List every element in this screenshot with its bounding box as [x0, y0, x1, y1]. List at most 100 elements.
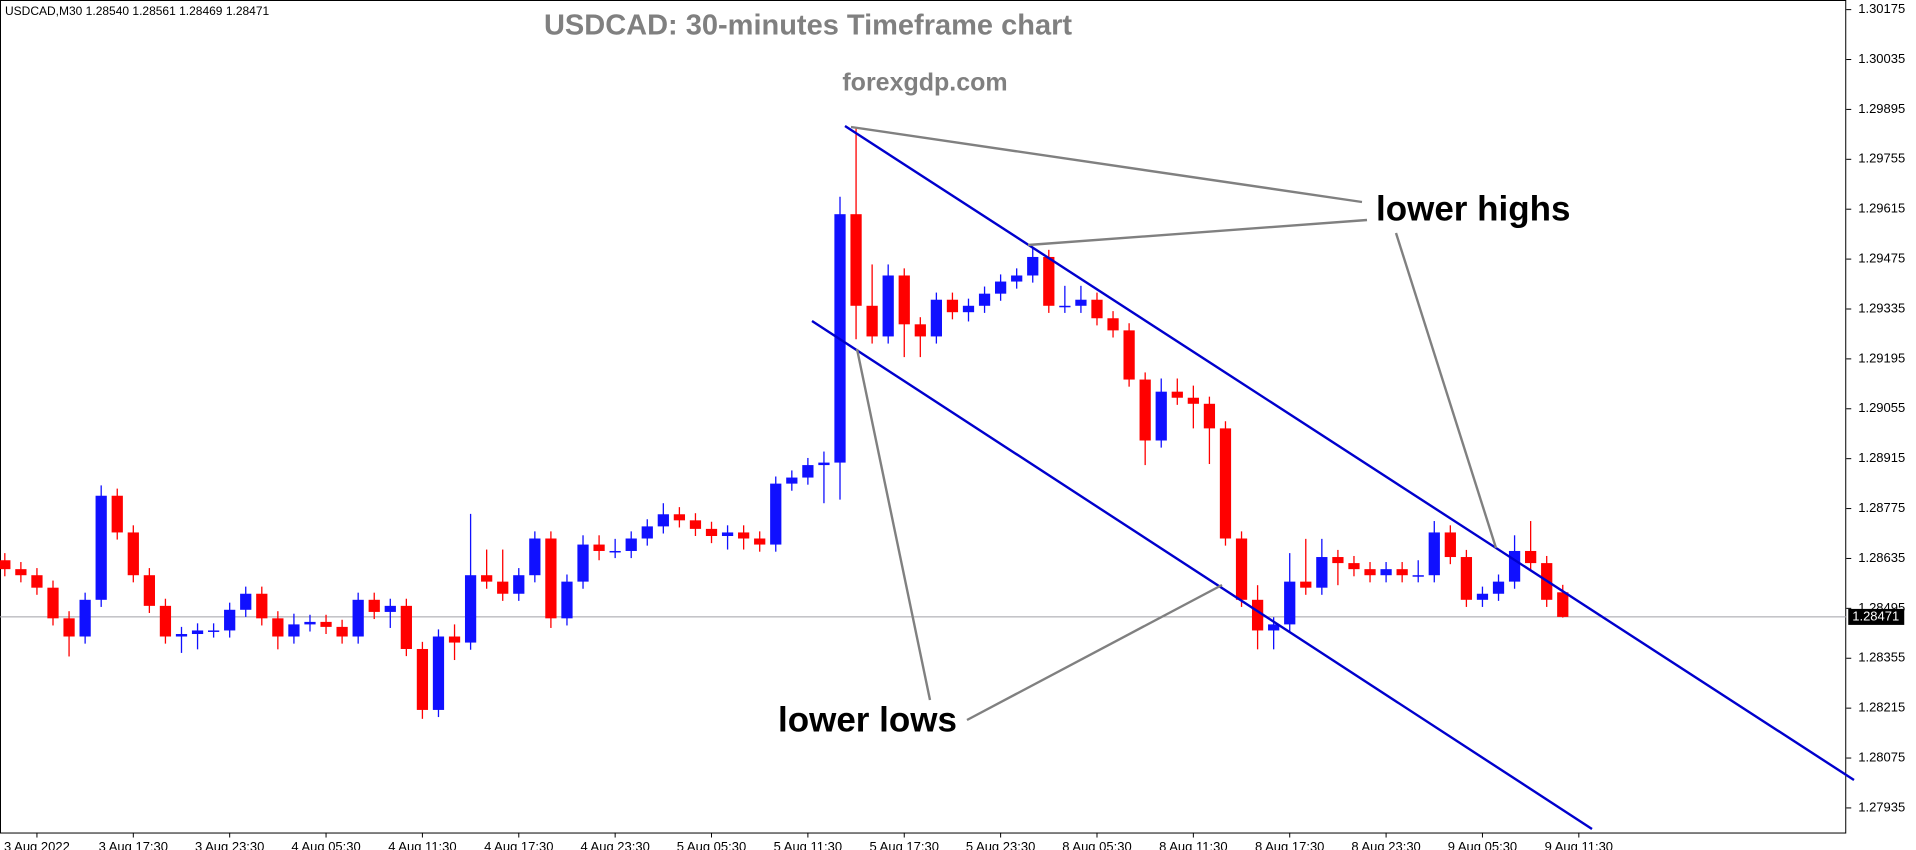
upper-channel-line — [844, 124, 1855, 782]
candle-body — [1444, 532, 1456, 558]
candle-body — [1284, 581, 1296, 625]
candle-body — [1557, 592, 1569, 617]
candle-body — [448, 636, 461, 643]
candle-body — [1332, 557, 1344, 564]
candle-body — [1316, 557, 1328, 588]
candle-body — [609, 550, 621, 553]
candle-body — [705, 528, 718, 537]
candle-body — [818, 462, 830, 466]
y-tick-label: 1.28355 — [1858, 650, 1905, 665]
candle-body — [738, 532, 750, 539]
candle-body — [625, 538, 637, 551]
candle-body — [111, 495, 123, 533]
candle-body — [577, 544, 589, 582]
pointer — [966, 583, 1223, 722]
candle-body — [770, 483, 782, 545]
candle-body — [384, 605, 396, 612]
y-tick-label: 1.28775 — [1858, 500, 1905, 515]
x-tick-label: 5 Aug 11:30 — [774, 839, 842, 850]
x-tick-label: 4 Aug 17:30 — [484, 839, 553, 850]
candle-body — [1525, 550, 1537, 564]
candle-body — [673, 514, 686, 521]
candle-body — [288, 624, 300, 637]
x-tick-label: 8 Aug 11:30 — [1159, 839, 1227, 850]
x-tick-label: 9 Aug 11:30 — [1545, 839, 1613, 850]
candle-body — [175, 634, 188, 637]
lower-channel-line — [811, 319, 1593, 831]
symbol-info: USDCAD,M30 1.28540 1.28561 1.28469 1.284… — [5, 4, 270, 18]
x-tick-label: 4 Aug 11:30 — [388, 839, 456, 850]
x-tick-label: 3 Aug 23:30 — [195, 839, 264, 850]
candle-body — [304, 621, 316, 625]
y-tick-label: 1.29755 — [1858, 151, 1905, 166]
candle-body — [545, 538, 557, 619]
y-tick-label: 1.28915 — [1858, 450, 1905, 465]
candle-body — [1059, 305, 1071, 308]
plot-frame — [0, 0, 1847, 834]
x-tick-label: 5 Aug 17:30 — [870, 839, 939, 850]
candle-body — [689, 520, 702, 529]
candle-body — [1155, 391, 1167, 441]
y-tick-label: 1.29195 — [1858, 350, 1905, 365]
candle-body — [1171, 391, 1183, 398]
candle-body — [850, 214, 862, 306]
candle-body — [352, 599, 364, 637]
candle-body — [15, 569, 27, 576]
pointer — [1027, 218, 1368, 247]
candle-body — [1251, 599, 1264, 631]
candle-body — [1219, 428, 1232, 539]
x-tick-label: 4 Aug 23:30 — [580, 839, 649, 850]
candle-body — [143, 575, 155, 606]
candle-body — [529, 538, 541, 576]
candle-body — [272, 618, 284, 637]
candle-body — [256, 593, 268, 619]
x-tick-label: 3 Aug 2022 — [4, 839, 70, 850]
candle-body — [336, 626, 348, 637]
candle-body — [1380, 569, 1392, 576]
candle-body — [416, 648, 429, 710]
x-tick-label: 8 Aug 05:30 — [1062, 839, 1131, 850]
candle-body — [79, 599, 91, 637]
y-tick-label: 1.30035 — [1858, 51, 1905, 66]
x-tick-label: 9 Aug 05:30 — [1448, 839, 1517, 850]
candle-body — [63, 618, 75, 637]
candle-body — [464, 575, 477, 643]
candle-body — [1300, 581, 1312, 588]
candle-body — [159, 605, 172, 637]
candle-body — [513, 575, 525, 594]
candle-body — [1075, 299, 1087, 306]
y-tick-label: 1.29615 — [1858, 201, 1905, 216]
candle-body — [400, 605, 412, 649]
chart-subtitle: forexgdp.com — [842, 69, 1007, 97]
candle-body — [946, 299, 959, 313]
candle-body — [882, 275, 894, 337]
candle-body — [1492, 581, 1505, 594]
y-tick-label: 1.29055 — [1858, 400, 1905, 415]
y-tick-label: 1.27935 — [1858, 799, 1905, 814]
candle-body — [754, 538, 766, 545]
x-tick-label: 4 Aug 05:30 — [291, 839, 360, 850]
candle-body — [641, 526, 653, 539]
x-tick-label: 5 Aug 05:30 — [677, 839, 746, 850]
candle-body — [1412, 575, 1424, 577]
current-price-label: 1.28471 — [1852, 608, 1899, 623]
candle-body — [1011, 275, 1023, 282]
y-tick-label: 1.28075 — [1858, 749, 1905, 764]
candle-body — [127, 532, 139, 576]
y-tick-label: 1.29895 — [1858, 101, 1905, 116]
candle-body — [561, 581, 573, 619]
y-tick-label: 1.28215 — [1858, 700, 1905, 715]
candle-body — [593, 544, 605, 551]
candle-body — [1203, 403, 1216, 429]
annotation: lower lows — [778, 700, 957, 739]
candle-body — [1187, 397, 1199, 404]
y-tick-label: 1.30175 — [1858, 1, 1905, 16]
x-tick-label: 3 Aug 17:30 — [99, 839, 168, 850]
candle-body — [1428, 532, 1440, 576]
x-tick-label: 5 Aug 23:30 — [966, 839, 1035, 850]
candle-body — [95, 495, 107, 600]
candle-body — [0, 560, 11, 570]
candle-body — [432, 636, 445, 710]
candle-body — [31, 575, 43, 588]
